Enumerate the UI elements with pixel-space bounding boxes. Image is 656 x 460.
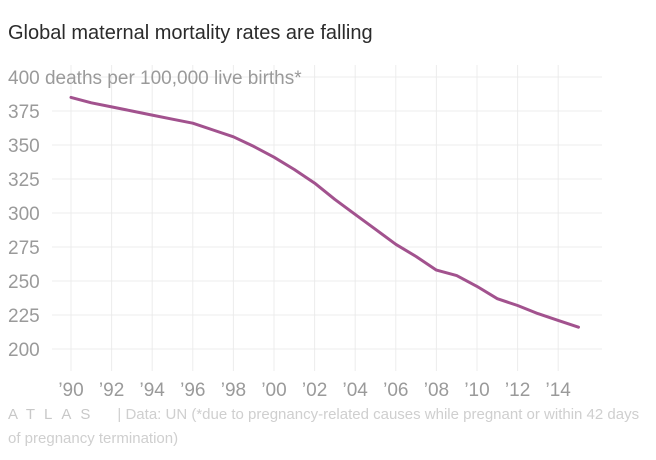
x-tick-label-2012: ’12 (505, 380, 530, 400)
x-tick-label-2008: ’08 (424, 380, 449, 400)
line-chart: 400 deaths per 100,000 live births* 375 35… (8, 65, 602, 400)
series-line-0 (69, 95, 580, 329)
x-tick-label-2000: ’00 (261, 380, 286, 400)
y-tick-label-350: 350 (8, 136, 40, 157)
y-tick-label-225: 225 (8, 306, 40, 327)
x-tick-label-1994: ’94 (140, 380, 166, 400)
chart-title: Global maternal mortality rates are fall… (8, 22, 373, 44)
source-note: | Data: UN (*due to pregnancy-related ca… (8, 406, 640, 447)
y-tick-label-375: 375 (8, 102, 40, 123)
x-tick-label-2014: ’14 (546, 380, 572, 400)
atlas-logo: ATLAS (8, 406, 100, 423)
x-tick-label-1990: ’90 (58, 380, 83, 400)
y-tick-label-275: 275 (8, 238, 40, 259)
y-axis-top-label: 400 deaths per 100,000 live births* (8, 68, 302, 89)
grid-lines (52, 65, 602, 371)
x-tick-label-1992: ’92 (99, 380, 124, 400)
x-tick-label-2006: ’06 (383, 380, 408, 400)
x-tick-label-2010: ’10 (464, 380, 489, 400)
x-axis-tick-labels: ’90 ’92 ’94 ’96 ’98 ’00 ’02 ’04 ’06 ’08 ’10 ’12 ’14 (58, 380, 571, 400)
y-tick-label-300: 300 (8, 204, 40, 225)
series-lines (69, 95, 580, 329)
y-axis-tick-labels: 400 deaths per 100,000 live births* 375 35… (8, 68, 302, 361)
x-tick-label-2002: ’02 (302, 380, 327, 400)
footer: ATLAS | Data: UN (*due to pregnancy-relat… (8, 403, 648, 451)
x-tick-label-1998: ’98 (221, 380, 246, 400)
y-tick-label-200: 200 (8, 340, 40, 361)
x-tick-label-1996: ’96 (180, 380, 205, 400)
x-tick-label-2004: ’04 (343, 380, 369, 400)
y-tick-label-325: 325 (8, 170, 40, 191)
y-tick-label-250: 250 (8, 272, 40, 293)
